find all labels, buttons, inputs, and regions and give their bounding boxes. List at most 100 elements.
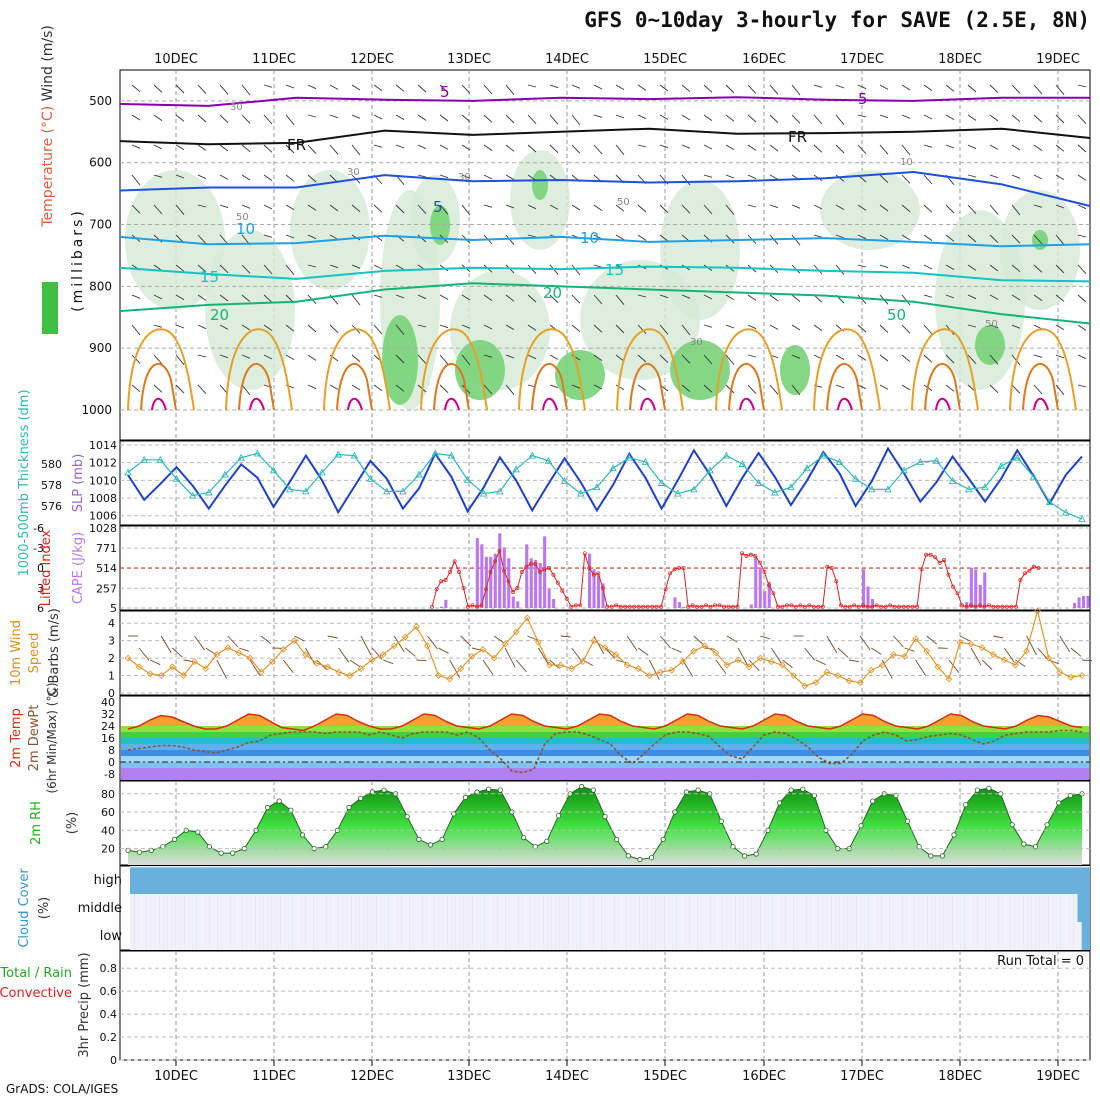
cloud-gap-high bbox=[898, 866, 903, 868]
cloud-gap-low bbox=[213, 922, 218, 950]
cloud-gap-high bbox=[655, 866, 661, 868]
cloud-gap-high bbox=[697, 866, 702, 868]
cloud-gap-low bbox=[676, 922, 681, 950]
wind-barb bbox=[615, 84, 625, 91]
wind-barb bbox=[1033, 354, 1043, 358]
cloud-gap-middle bbox=[743, 894, 748, 922]
wind-marker bbox=[157, 672, 165, 679]
wind-barb bbox=[461, 354, 471, 366]
wind-marker bbox=[1000, 656, 1008, 664]
li-tick-3: 3 bbox=[37, 582, 44, 595]
cloud-gap-low bbox=[793, 922, 798, 950]
thickness-marker bbox=[609, 464, 617, 472]
cloud-gap-high bbox=[326, 866, 331, 868]
cloud-gap-middle bbox=[363, 894, 368, 922]
cloud-gap-middle bbox=[142, 894, 147, 922]
cloud-gap-high bbox=[743, 866, 748, 868]
wind-marker bbox=[723, 661, 731, 669]
cloud-gap-middle bbox=[672, 894, 677, 922]
cloud-gap-high bbox=[163, 866, 168, 868]
cloud-gap-high bbox=[338, 866, 343, 868]
rh-marker bbox=[358, 795, 364, 801]
wind-marker bbox=[379, 651, 387, 659]
wind-marker bbox=[612, 651, 620, 659]
cloud-gap-low bbox=[889, 922, 894, 950]
cloud-gap-middle bbox=[163, 894, 168, 922]
thickness-ylabel-group: 1000-500mb Thickness (dm) bbox=[17, 389, 32, 576]
wind-barb bbox=[659, 294, 669, 299]
cloud-gap-low bbox=[630, 922, 636, 950]
wind-barb-10m bbox=[648, 659, 660, 680]
isotherm-35-loop bbox=[837, 397, 853, 411]
wind-marker bbox=[568, 665, 576, 672]
contour-label: 30 bbox=[690, 337, 703, 348]
cloud-gap-high bbox=[910, 866, 915, 868]
temp-tick-32: 32 bbox=[101, 708, 115, 721]
upper-ylabel-group: RH (%) Temperature (°C) Wind (m/s) bbox=[40, 25, 56, 280]
wind-tick-0: 0 bbox=[108, 687, 115, 700]
rh-marker bbox=[171, 836, 178, 843]
wind-marker bbox=[956, 639, 964, 646]
cloud-gap-middle bbox=[376, 894, 381, 922]
cloud-gap-low bbox=[259, 922, 264, 950]
cloud-gap-middle bbox=[134, 894, 139, 922]
wind-barb bbox=[703, 204, 713, 215]
cloud-gap-low bbox=[534, 922, 540, 950]
wind-barb bbox=[197, 234, 207, 244]
cloud-gap-middle bbox=[380, 894, 385, 922]
cape-bar bbox=[588, 553, 592, 608]
cloud-gap-low bbox=[422, 922, 427, 950]
wind-barb bbox=[945, 84, 955, 92]
cloud-gap-middle bbox=[384, 894, 389, 922]
cape-bar bbox=[969, 567, 973, 608]
cloud-gap-low bbox=[146, 922, 151, 950]
cloud-gap-low bbox=[860, 922, 865, 950]
cloud-gap-low bbox=[418, 922, 423, 950]
cloud-gap-middle bbox=[655, 894, 661, 922]
wind-marker bbox=[390, 642, 398, 650]
temp-ylabel-group: 2m Temp 2m DewPt (6hr Min/Max) (°C)2m Temp… bbox=[9, 682, 59, 793]
cloud-gap-middle bbox=[509, 894, 514, 922]
wind-barb bbox=[659, 84, 669, 92]
cloud-gap-middle bbox=[1035, 894, 1040, 922]
wind-marker bbox=[768, 658, 775, 665]
cloud-gap-middle bbox=[175, 894, 181, 922]
wind-barb bbox=[197, 204, 207, 208]
pressure-tick-600: 600 bbox=[89, 156, 112, 170]
cloud-gap-high bbox=[760, 866, 765, 868]
thickness-marker bbox=[771, 488, 779, 496]
cloud-gap-high bbox=[547, 866, 552, 868]
wind-marker bbox=[601, 644, 609, 652]
wind-barb bbox=[263, 234, 273, 238]
cloud-gap-low bbox=[1073, 922, 1078, 950]
cloud-gap-high bbox=[756, 866, 761, 868]
wind-tick-4: 4 bbox=[108, 617, 115, 630]
wind-marker bbox=[790, 672, 797, 679]
wind-barb-10m bbox=[848, 659, 860, 663]
cloud-gap-low bbox=[497, 922, 502, 950]
cloud-gap-high bbox=[363, 866, 368, 868]
wind-barb bbox=[1011, 324, 1021, 329]
cloud-gap-middle bbox=[355, 894, 360, 922]
wind-barb bbox=[615, 324, 625, 334]
wind-barb bbox=[593, 114, 603, 118]
wind-barb bbox=[637, 84, 647, 91]
wind-barb bbox=[989, 354, 999, 365]
wind-tick-2: 2 bbox=[108, 652, 115, 665]
wind-barb bbox=[175, 264, 185, 272]
contour-label: 30 bbox=[458, 172, 471, 183]
wind-barb bbox=[131, 204, 141, 214]
wind-barb-10m bbox=[904, 647, 915, 652]
cloud-gap-high bbox=[305, 866, 310, 868]
cloud-gap-high bbox=[543, 866, 548, 868]
cloud-gap-middle bbox=[630, 894, 636, 922]
date-label-top-19dec: 19DEC bbox=[1036, 52, 1080, 67]
cloud-gap-high bbox=[526, 866, 531, 868]
wind-marker bbox=[457, 665, 465, 672]
wind-barb-10m bbox=[671, 647, 682, 653]
cloud-gap-middle bbox=[952, 894, 957, 922]
legend-total-rain: Total / Rain bbox=[0, 966, 72, 981]
cloud-gap-middle bbox=[710, 894, 715, 922]
thickness-marker bbox=[819, 451, 828, 459]
cloud-gap-high bbox=[860, 866, 865, 868]
